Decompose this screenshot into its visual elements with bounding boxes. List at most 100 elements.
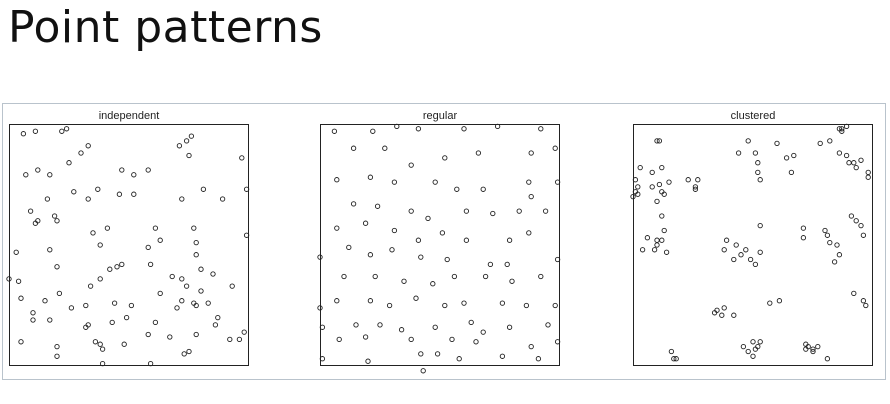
independent-point	[104, 225, 111, 231]
regular-point	[367, 298, 374, 304]
independent-point	[90, 230, 96, 236]
clustered-point	[721, 305, 727, 311]
regular-point	[398, 327, 405, 333]
independent-point	[59, 128, 65, 134]
regular-point	[334, 225, 340, 231]
regular-point	[468, 319, 474, 326]
regular-point	[336, 336, 342, 343]
panel-title-clustered: clustered	[730, 110, 776, 122]
regular-point	[461, 126, 467, 132]
independent-point	[181, 351, 187, 357]
independent-point	[83, 302, 89, 309]
regular-point	[413, 295, 419, 301]
independent-point	[131, 191, 137, 197]
independent-point	[193, 331, 199, 338]
regular-point	[509, 278, 515, 284]
independent-point	[23, 172, 29, 178]
regular-point	[449, 336, 455, 343]
clustered-point	[822, 227, 828, 234]
regular-point	[528, 150, 534, 156]
independent-point	[186, 152, 192, 159]
clustered-point	[843, 123, 850, 130]
regular-point	[415, 126, 422, 132]
regular-point	[490, 210, 496, 217]
independent-point	[99, 346, 106, 352]
independent-point	[54, 343, 60, 350]
clustered-point	[659, 189, 665, 195]
regular-point	[538, 126, 544, 132]
clustered-point	[740, 343, 747, 350]
clustered-point	[848, 213, 855, 219]
clustered-point	[659, 237, 665, 243]
clustered-point	[755, 160, 761, 166]
clustered-point	[735, 150, 742, 156]
independent-point	[54, 264, 60, 270]
clustered-point	[824, 232, 831, 238]
regular-point	[430, 281, 436, 287]
clustered-point	[659, 213, 665, 219]
clustered-point	[860, 232, 867, 238]
regular-point	[415, 237, 422, 243]
clustered-point	[767, 300, 773, 306]
regular-point	[350, 201, 357, 207]
clustered-point	[656, 138, 663, 144]
clustered-point	[863, 302, 869, 309]
clustered-point	[800, 235, 807, 241]
clustered-point	[731, 256, 737, 263]
independent-point	[147, 261, 154, 268]
independent-point	[51, 213, 58, 219]
regular-point	[374, 203, 381, 209]
regular-point	[523, 302, 530, 309]
independent-point	[212, 322, 219, 328]
independent-point	[183, 138, 190, 144]
regular-point	[480, 329, 486, 335]
regular-point	[542, 208, 549, 214]
clustered-point	[695, 177, 701, 183]
clustered-point	[858, 222, 864, 229]
independent-point	[95, 186, 101, 192]
regular-point	[408, 208, 414, 214]
regular-point	[365, 358, 371, 364]
regular-point	[408, 162, 414, 168]
independent-point	[121, 341, 127, 347]
independent-point	[99, 360, 106, 367]
clustered-point	[853, 218, 859, 224]
regular-point	[499, 300, 506, 306]
independent-point	[97, 276, 103, 282]
slide-title: Point patterns	[8, 2, 323, 53]
independent-point	[179, 196, 185, 202]
regular-point	[487, 261, 494, 268]
regular-point	[504, 261, 510, 268]
independent-point	[18, 339, 24, 345]
independent-point	[116, 191, 123, 197]
regular-point	[499, 353, 506, 359]
independent-point	[92, 339, 99, 345]
independent-point	[30, 310, 36, 316]
regular-point	[377, 322, 383, 328]
clustered-point	[745, 138, 751, 144]
regular-point	[418, 254, 424, 260]
regular-point	[554, 256, 561, 263]
clustered-point	[654, 198, 660, 205]
independent-point	[42, 298, 48, 304]
clustered-point	[839, 128, 845, 134]
independent-point	[68, 305, 75, 311]
clustered-point	[714, 307, 720, 313]
independent-point	[44, 196, 51, 202]
independent-point	[97, 242, 103, 248]
independent-point	[183, 283, 190, 289]
regular-point	[331, 128, 338, 134]
clustered-point	[757, 222, 763, 229]
regular-point	[506, 324, 513, 330]
independent-point	[6, 276, 12, 282]
independent-point	[176, 143, 183, 149]
regular-point	[425, 215, 431, 222]
regular-point	[341, 273, 347, 280]
independent-point	[227, 336, 233, 343]
regular-point	[480, 186, 486, 192]
independent-point	[54, 353, 60, 359]
independent-point	[179, 276, 185, 282]
independent-point	[239, 155, 245, 161]
clustered-point	[747, 256, 754, 263]
